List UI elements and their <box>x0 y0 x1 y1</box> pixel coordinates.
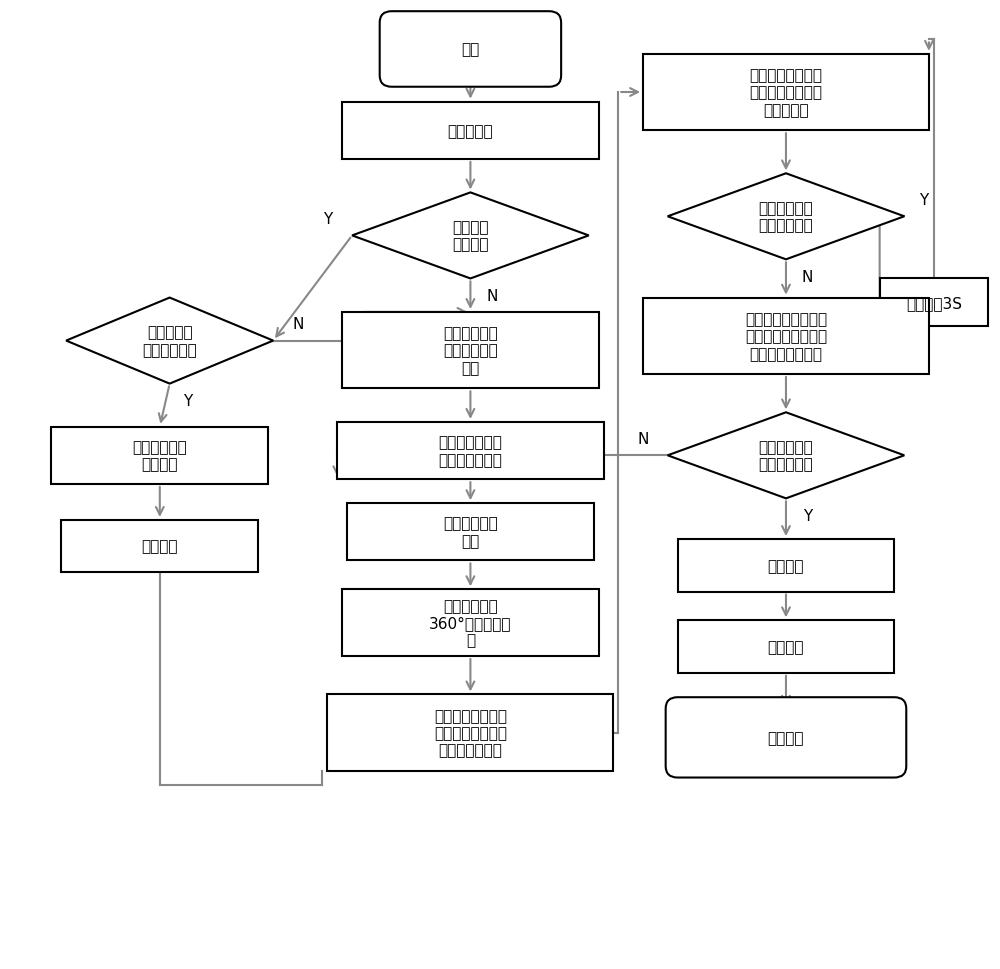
Text: 警报灯亮并松开
墩子的锁定装置: 警报灯亮并松开 墩子的锁定装置 <box>438 435 502 467</box>
Text: 警报灯灭: 警报灯灭 <box>768 640 804 654</box>
Text: 运动结束: 运动结束 <box>768 730 804 745</box>
Polygon shape <box>668 413 904 499</box>
FancyBboxPatch shape <box>380 13 561 87</box>
Text: 墩子定位当前
位置: 墩子定位当前 位置 <box>443 516 498 548</box>
Text: 将故障信号传
递给基站: 将故障信号传 递给基站 <box>132 440 187 472</box>
Text: N: N <box>802 269 813 285</box>
Text: 警报灯亮: 警报灯亮 <box>142 539 178 554</box>
Text: 电子罗盘转动
360°确定墩子朝
向: 电子罗盘转动 360°确定墩子朝 向 <box>429 598 512 648</box>
Text: N: N <box>637 431 649 446</box>
Text: 判断墩子运动
方向有无障碍: 判断墩子运动 方向有无障碍 <box>759 201 813 234</box>
Text: Y: Y <box>183 394 192 409</box>
Bar <box>61 520 258 573</box>
Text: 开始: 开始 <box>461 43 480 57</box>
Text: 延时等待3S: 延时等待3S <box>906 296 962 310</box>
Bar <box>643 54 929 131</box>
Text: 判断墩子是否
到达目标位置: 判断墩子是否 到达目标位置 <box>759 440 813 472</box>
Text: 重启后判断
墩子是否故障: 重启后判断 墩子是否故障 <box>142 325 197 358</box>
Text: 接收墩子各个
分运动的目标
位置: 接收墩子各个 分运动的目标 位置 <box>443 326 498 376</box>
Text: 上电初始化: 上电初始化 <box>448 124 493 139</box>
Bar <box>347 504 594 561</box>
Polygon shape <box>668 174 904 260</box>
Text: 锁定墩子: 锁定墩子 <box>768 558 804 574</box>
Polygon shape <box>352 193 589 279</box>
Bar <box>342 313 599 389</box>
Text: 判断墩子
是否故障: 判断墩子 是否故障 <box>452 220 489 252</box>
Bar <box>643 298 929 375</box>
Bar <box>880 279 988 327</box>
Bar <box>337 422 604 480</box>
Bar <box>678 620 894 673</box>
Text: Y: Y <box>323 211 332 227</box>
Text: 差速转动履带，原
地转动墩子使其正
对运动方向: 差速转动履带，原 地转动墩子使其正 对运动方向 <box>749 68 822 118</box>
Bar <box>678 540 894 592</box>
Text: 根据当前位置和分
运动的目标位置确
定墩子运动方向: 根据当前位置和分 运动的目标位置确 定墩子运动方向 <box>434 708 507 758</box>
Text: Y: Y <box>803 509 812 523</box>
Text: N: N <box>292 317 304 331</box>
Polygon shape <box>66 298 273 385</box>
Text: N: N <box>486 289 498 304</box>
Text: 计算当前位置与分运
动的目标位置之间的
距离并移动该距离: 计算当前位置与分运 动的目标位置之间的 距离并移动该距离 <box>745 312 827 361</box>
FancyBboxPatch shape <box>666 698 906 778</box>
Bar <box>342 103 599 160</box>
Bar <box>327 695 613 771</box>
Text: Y: Y <box>919 193 929 207</box>
Bar <box>51 427 268 484</box>
Bar <box>342 589 599 656</box>
